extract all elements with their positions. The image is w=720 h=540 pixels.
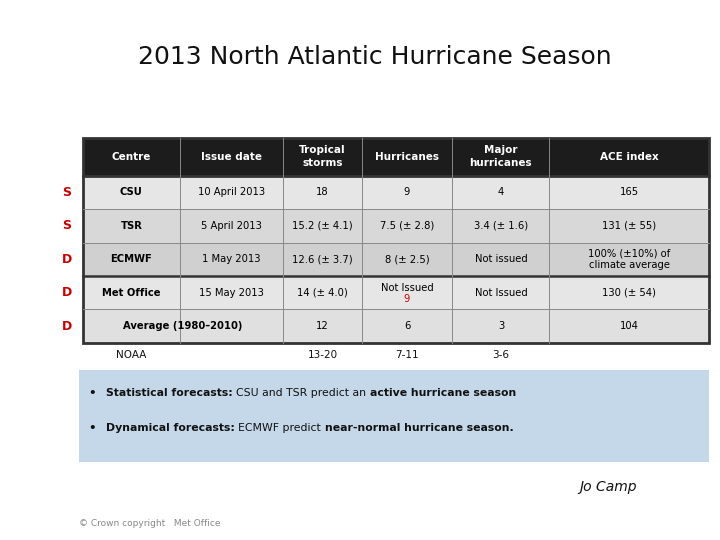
Text: 3-6: 3-6 xyxy=(492,350,510,360)
Bar xyxy=(83,138,709,176)
Text: 9: 9 xyxy=(404,294,410,303)
Text: CSU: CSU xyxy=(120,187,143,198)
Text: Tropical
storms: Tropical storms xyxy=(299,145,346,168)
Text: 12: 12 xyxy=(316,321,329,331)
Text: ACE index: ACE index xyxy=(600,152,659,161)
Text: 8 (± 2.5): 8 (± 2.5) xyxy=(384,254,429,264)
Text: 7.5 (± 2.8): 7.5 (± 2.8) xyxy=(380,221,434,231)
Bar xyxy=(83,309,709,343)
Text: 7-11: 7-11 xyxy=(395,350,419,360)
Text: 12.6 (± 3.7): 12.6 (± 3.7) xyxy=(292,254,353,264)
Text: 5 April 2013: 5 April 2013 xyxy=(201,221,262,231)
Text: 3.4 (± 1.6): 3.4 (± 1.6) xyxy=(474,221,528,231)
Bar xyxy=(83,209,709,242)
Text: active hurricane season: active hurricane season xyxy=(370,388,516,398)
Text: D: D xyxy=(62,286,72,299)
Text: Dynamical forecasts:: Dynamical forecasts: xyxy=(106,423,238,433)
Bar xyxy=(79,370,709,462)
Text: near-normal hurricane season.: near-normal hurricane season. xyxy=(325,423,513,433)
Text: 9: 9 xyxy=(404,187,410,198)
Text: 18: 18 xyxy=(316,187,329,198)
Text: Statistical forecasts:: Statistical forecasts: xyxy=(106,388,236,398)
Text: 165: 165 xyxy=(620,187,639,198)
Text: 15 May 2013: 15 May 2013 xyxy=(199,288,264,298)
Text: 4: 4 xyxy=(498,187,504,198)
Bar xyxy=(83,176,709,209)
Text: Average (1980–2010): Average (1980–2010) xyxy=(123,321,243,331)
Text: TSR: TSR xyxy=(120,221,143,231)
Text: ECMWF predict: ECMWF predict xyxy=(238,423,325,433)
Text: •: • xyxy=(88,422,96,435)
Text: •: • xyxy=(88,387,96,400)
Text: Major
hurricanes: Major hurricanes xyxy=(469,145,532,168)
Text: 131 (± 55): 131 (± 55) xyxy=(602,221,657,231)
Bar xyxy=(83,138,709,343)
Text: 130 (± 54): 130 (± 54) xyxy=(603,288,656,298)
Text: 10 April 2013: 10 April 2013 xyxy=(198,187,265,198)
Text: S: S xyxy=(63,186,71,199)
Text: Not issued: Not issued xyxy=(474,254,527,264)
Text: D: D xyxy=(62,253,72,266)
Text: 14 (± 4.0): 14 (± 4.0) xyxy=(297,288,348,298)
Text: 1 May 2013: 1 May 2013 xyxy=(202,254,261,264)
Text: Met Office: Met Office xyxy=(102,288,161,298)
Text: 13-20: 13-20 xyxy=(307,350,338,360)
Text: ECMWF: ECMWF xyxy=(110,254,152,264)
Text: Jo Camp: Jo Camp xyxy=(580,480,637,494)
Text: 100% (±10%) of
climate average: 100% (±10%) of climate average xyxy=(588,248,670,271)
Text: Not Issued: Not Issued xyxy=(381,283,433,293)
Text: NOAA: NOAA xyxy=(116,350,147,360)
Text: 104: 104 xyxy=(620,321,639,331)
Text: S: S xyxy=(63,219,71,232)
Bar xyxy=(83,276,709,309)
Text: D: D xyxy=(62,320,72,333)
Text: 3: 3 xyxy=(498,321,504,331)
Text: Centre: Centre xyxy=(112,152,151,161)
Text: 6: 6 xyxy=(404,321,410,331)
Text: Hurricanes: Hurricanes xyxy=(375,152,439,161)
Text: © Crown copyright   Met Office: © Crown copyright Met Office xyxy=(79,519,221,528)
Text: 15.2 (± 4.1): 15.2 (± 4.1) xyxy=(292,221,353,231)
Bar xyxy=(83,242,709,276)
Text: Issue date: Issue date xyxy=(201,152,262,161)
Text: Not Issued: Not Issued xyxy=(474,288,527,298)
Text: CSU and TSR predict an: CSU and TSR predict an xyxy=(236,388,370,398)
Text: 2013 North Atlantic Hurricane Season: 2013 North Atlantic Hurricane Season xyxy=(138,45,611,69)
